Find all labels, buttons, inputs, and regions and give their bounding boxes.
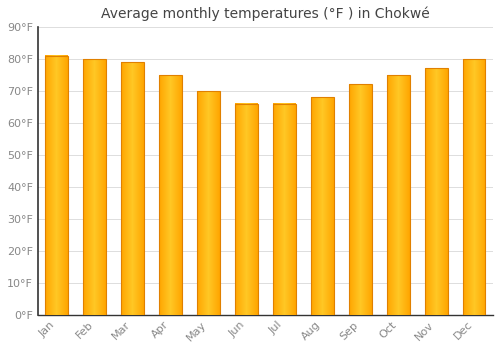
Bar — [122, 62, 144, 315]
Bar — [84, 59, 106, 315]
Bar — [159, 75, 182, 315]
Bar — [462, 59, 485, 315]
Title: Average monthly temperatures (°F ) in Chokwé: Average monthly temperatures (°F ) in Ch… — [101, 7, 430, 21]
Bar — [273, 104, 296, 315]
Bar — [235, 104, 258, 315]
Bar — [387, 75, 409, 315]
Bar — [349, 84, 372, 315]
Bar — [425, 68, 448, 315]
Bar — [311, 97, 334, 315]
Bar — [197, 91, 220, 315]
Bar — [46, 56, 68, 315]
